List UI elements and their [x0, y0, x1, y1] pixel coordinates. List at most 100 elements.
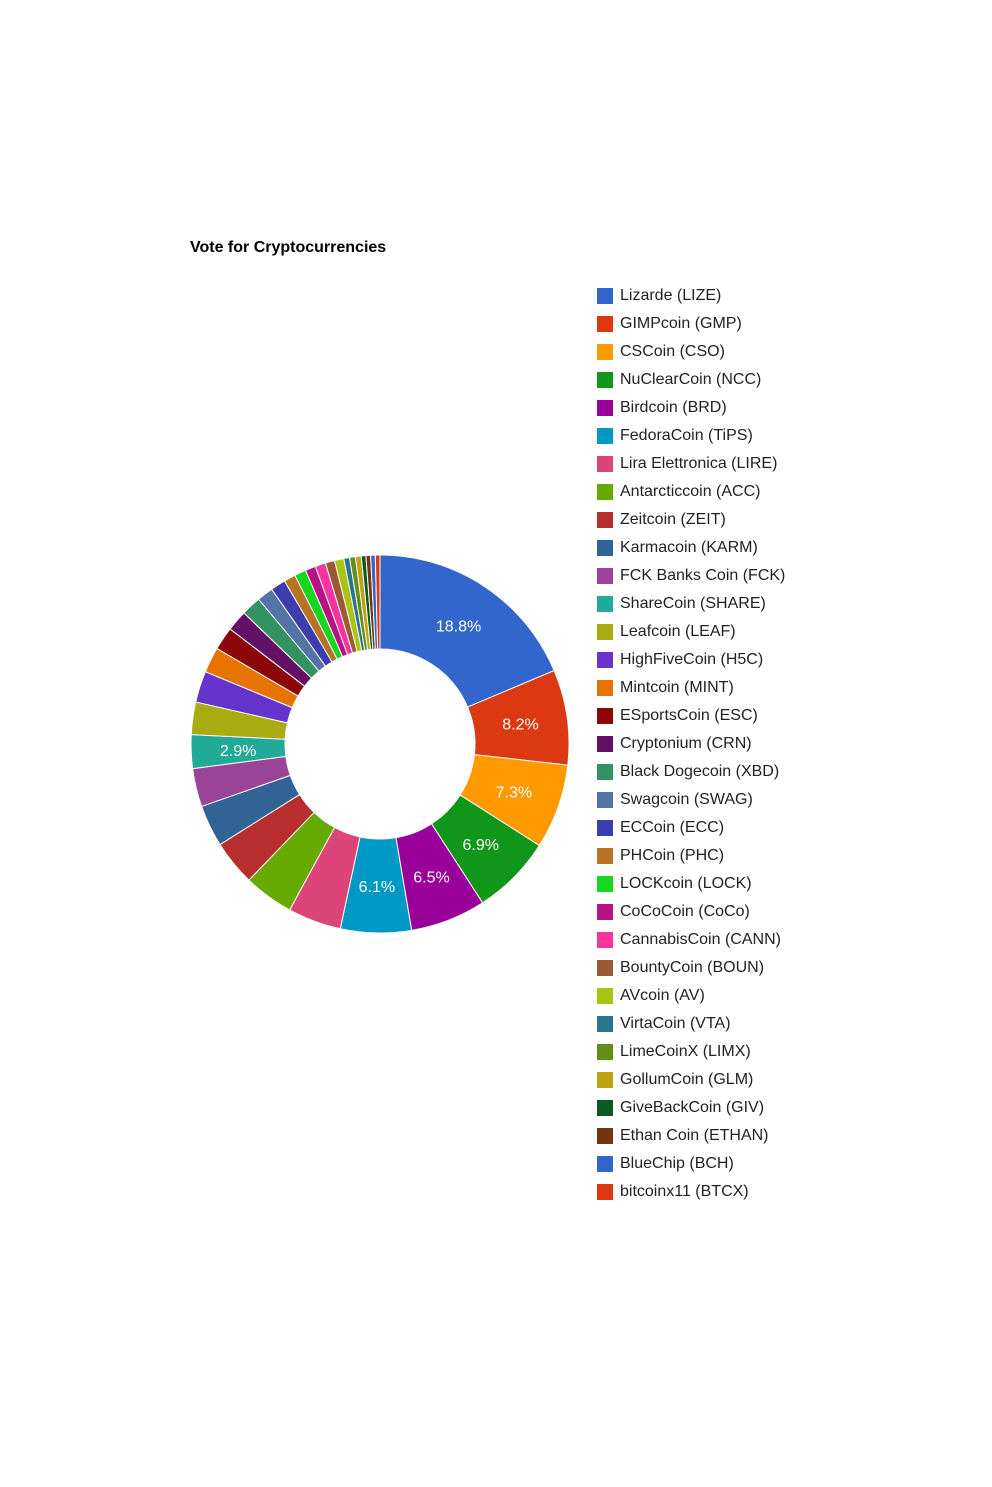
legend-swatch-0	[597, 288, 613, 304]
legend-label-30: Ethan Coin (ETHAN)	[620, 1127, 769, 1144]
legend-item-29: GiveBackCoin (GIV)	[597, 1094, 785, 1122]
legend-item-7: Antarcticcoin (ACC)	[597, 478, 785, 506]
legend-item-31: BlueChip (BCH)	[597, 1150, 785, 1178]
legend-item-18: Swagcoin (SWAG)	[597, 786, 785, 814]
slice-label-2: 7.3%	[496, 784, 532, 801]
legend-label-21: LOCKcoin (LOCK)	[620, 875, 752, 892]
legend-label-7: Antarcticcoin (ACC)	[620, 483, 761, 500]
legend-swatch-4	[597, 400, 613, 416]
legend-swatch-12	[597, 624, 613, 640]
legend-label-8: Zeitcoin (ZEIT)	[620, 511, 726, 528]
legend-swatch-26	[597, 1016, 613, 1032]
legend-swatch-7	[597, 484, 613, 500]
legend-swatch-25	[597, 988, 613, 1004]
legend-label-2: CSCoin (CSO)	[620, 343, 725, 360]
legend-item-28: GollumCoin (GLM)	[597, 1066, 785, 1094]
legend-label-0: Lizarde (LIZE)	[620, 287, 722, 304]
legend-swatch-9	[597, 540, 613, 556]
legend-label-12: Leafcoin (LEAF)	[620, 623, 736, 640]
legend-label-29: GiveBackCoin (GIV)	[620, 1099, 765, 1116]
legend-item-3: NuClearCoin (NCC)	[597, 366, 785, 394]
legend-item-20: PHCoin (PHC)	[597, 842, 785, 870]
legend-swatch-22	[597, 904, 613, 920]
legend-item-10: FCK Banks Coin (FCK)	[597, 562, 785, 590]
legend-swatch-24	[597, 960, 613, 976]
legend-item-30: Ethan Coin (ETHAN)	[597, 1122, 785, 1150]
chart-title: Vote for Cryptocurrencies	[190, 239, 387, 256]
slice-32	[374, 554, 381, 650]
slice-label-3: 6.9%	[462, 837, 498, 854]
legend-item-1: GIMPcoin (GMP)	[597, 310, 785, 338]
legend-label-23: CannabisCoin (CANN)	[620, 931, 781, 948]
legend-swatch-6	[597, 456, 613, 472]
legend-swatch-13	[597, 652, 613, 668]
legend-label-22: CoCoCoin (CoCo)	[620, 903, 750, 920]
legend-label-13: HighFiveCoin (H5C)	[620, 651, 764, 668]
legend-label-9: Karmacoin (KARM)	[620, 539, 758, 556]
legend-swatch-18	[597, 792, 613, 808]
legend-label-6: Lira Elettronica (LIRE)	[620, 455, 778, 472]
legend-swatch-8	[597, 512, 613, 528]
legend-label-20: PHCoin (PHC)	[620, 847, 725, 864]
legend-swatch-19	[597, 820, 613, 836]
legend-item-2: CSCoin (CSO)	[597, 338, 785, 366]
legend-item-13: HighFiveCoin (H5C)	[597, 646, 785, 674]
legend-item-22: CoCoCoin (CoCo)	[597, 898, 785, 926]
legend-item-23: CannabisCoin (CANN)	[597, 926, 785, 954]
legend-label-14: Mintcoin (MINT)	[620, 679, 734, 696]
donut-chart: 18.8% 8.2% 7.3% 6.9% 6.5% 6.1% 2.9%	[190, 554, 570, 934]
legend-item-16: Cryptonium (CRN)	[597, 730, 785, 758]
legend-item-19: ECCoin (ECC)	[597, 814, 785, 842]
legend-label-18: Swagcoin (SWAG)	[620, 791, 753, 808]
legend-swatch-31	[597, 1156, 613, 1172]
legend-label-31: BlueChip (BCH)	[620, 1155, 734, 1172]
legend-item-11: ShareCoin (SHARE)	[597, 590, 785, 618]
legend-item-17: Black Dogecoin (XBD)	[597, 758, 785, 786]
legend-label-4: Birdcoin (BRD)	[620, 399, 727, 416]
legend-label-32: bitcoinx11 (BTCX)	[620, 1183, 749, 1200]
legend-label-15: ESportsCoin (ESC)	[620, 707, 758, 724]
legend-item-14: Mintcoin (MINT)	[597, 674, 785, 702]
legend-swatch-16	[597, 736, 613, 752]
legend-label-26: VirtaCoin (VTA)	[620, 1015, 731, 1032]
slice-label-11: 2.9%	[220, 743, 256, 760]
legend-label-1: GIMPcoin (GMP)	[620, 315, 742, 332]
legend-item-21: LOCKcoin (LOCK)	[597, 870, 785, 898]
legend-swatch-15	[597, 708, 613, 724]
legend-label-5: FedoraCoin (TiPS)	[620, 427, 753, 444]
legend-item-32: bitcoinx11 (BTCX)	[597, 1178, 785, 1206]
legend-label-27: LimeCoinX (LIMX)	[620, 1043, 751, 1060]
legend-label-19: ECCoin (ECC)	[620, 819, 725, 836]
legend-item-26: VirtaCoin (VTA)	[597, 1010, 785, 1038]
legend-label-10: FCK Banks Coin (FCK)	[620, 567, 786, 584]
legend-swatch-14	[597, 680, 613, 696]
legend-swatch-3	[597, 372, 613, 388]
legend-label-25: AVcoin (AV)	[620, 987, 705, 1004]
legend-swatch-5	[597, 428, 613, 444]
slice-0	[379, 554, 555, 708]
legend-item-6: Lira Elettronica (LIRE)	[597, 450, 785, 478]
legend-swatch-28	[597, 1072, 613, 1088]
legend-swatch-29	[597, 1100, 613, 1116]
legend-swatch-20	[597, 848, 613, 864]
legend-item-25: AVcoin (AV)	[597, 982, 785, 1010]
legend-item-27: LimeCoinX (LIMX)	[597, 1038, 785, 1066]
legend-item-24: BountyCoin (BOUN)	[597, 954, 785, 982]
legend-item-9: Karmacoin (KARM)	[597, 534, 785, 562]
legend-item-12: Leafcoin (LEAF)	[597, 618, 785, 646]
legend-swatch-32	[597, 1184, 613, 1200]
legend-swatch-23	[597, 932, 613, 948]
slice-label-5: 6.1%	[359, 879, 395, 896]
legend-label-24: BountyCoin (BOUN)	[620, 959, 765, 976]
legend: Lizarde (LIZE) GIMPcoin (GMP) CSCoin (CSO)…	[597, 282, 785, 1206]
slice-label-4: 6.5%	[413, 869, 449, 886]
legend-swatch-21	[597, 876, 613, 892]
legend-item-15: ESportsCoin (ESC)	[597, 702, 785, 730]
legend-label-11: ShareCoin (SHARE)	[620, 595, 766, 612]
legend-swatch-11	[597, 596, 613, 612]
legend-item-5: FedoraCoin (TiPS)	[597, 422, 785, 450]
slice-label-1: 8.2%	[502, 717, 538, 734]
legend-swatch-10	[597, 568, 613, 584]
legend-swatch-2	[597, 344, 613, 360]
legend-label-17: Black Dogecoin (XBD)	[620, 763, 780, 780]
